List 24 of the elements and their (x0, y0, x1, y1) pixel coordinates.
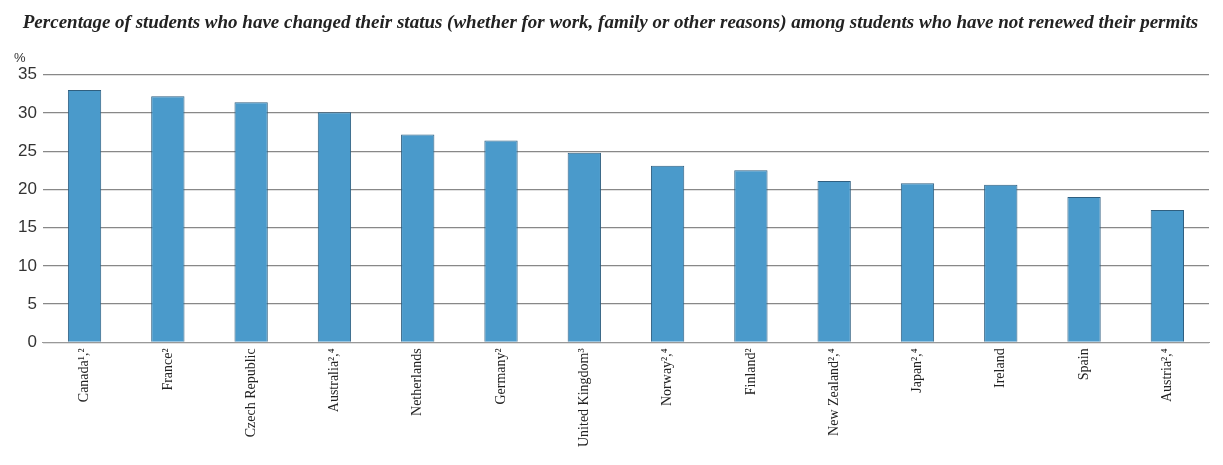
chart-title: Percentage of students who have changed their status (whether for work, family or other reasons) among students who have not renewed their permits (21, 11, 1199, 34)
x-tick-label: Japan²,⁴ (909, 348, 925, 393)
y-tick-label: 5 (27, 293, 37, 313)
y-tick-label: 20 (17, 179, 37, 199)
x-tick-label: New Zealand²,⁴ (825, 348, 841, 436)
x-tick-label: Czech Republic (242, 348, 258, 438)
x-tick-label: United Kingdom³ (575, 348, 591, 448)
y-axis-title: % (14, 49, 26, 65)
y-tick-label: 15 (17, 217, 37, 237)
x-tick-label: Germany² (492, 348, 508, 405)
x-tick-label: Norway²,⁴ (659, 348, 675, 406)
y-tick-label: 0 (27, 332, 37, 351)
x-tick-label: Ireland (992, 348, 1008, 388)
x-tick-label: Netherlands (409, 348, 425, 416)
x-tick-label: Canada¹,² (76, 348, 92, 403)
x-tick-label: Australia²,⁴ (326, 348, 342, 413)
y-tick-label: 10 (17, 255, 37, 275)
x-tick-label: Austria²,⁴ (1159, 348, 1175, 403)
y-tick-label: 35 (17, 64, 37, 84)
x-tick-label: France² (159, 348, 175, 391)
x-tick-label: Spain (1075, 348, 1091, 381)
y-tick-label: 30 (17, 102, 37, 122)
x-tick-label: Finland² (742, 348, 758, 396)
y-tick-label: 25 (17, 140, 37, 160)
